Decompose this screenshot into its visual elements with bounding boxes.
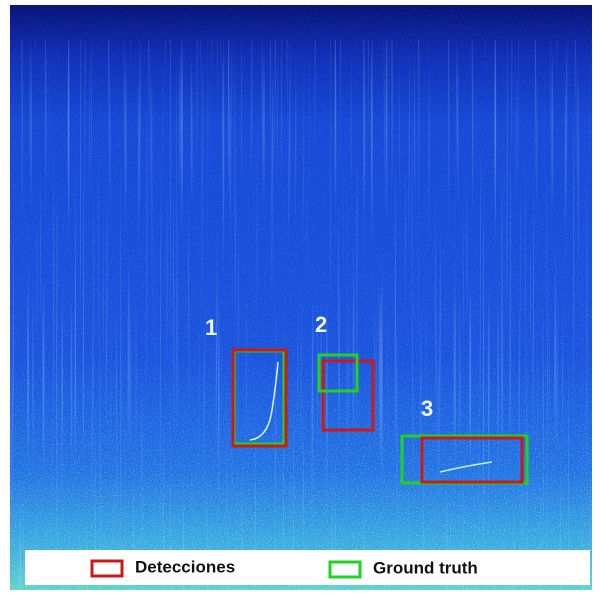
legend: Detecciones Ground truth: [25, 550, 590, 585]
page: 1 2 3 Detecciones Ground truth (() => { …: [0, 0, 603, 594]
box-label: 2: [315, 312, 327, 337]
box-label: 3: [421, 396, 433, 421]
legend-label: Detecciones: [135, 557, 235, 576]
spectrogram: [10, 5, 592, 590]
legend-label: Ground truth: [373, 558, 478, 577]
legend-box: [25, 550, 590, 585]
box-label: 1: [205, 315, 217, 340]
figure: 1 2 3 Detecciones Ground truth: [0, 0, 603, 594]
